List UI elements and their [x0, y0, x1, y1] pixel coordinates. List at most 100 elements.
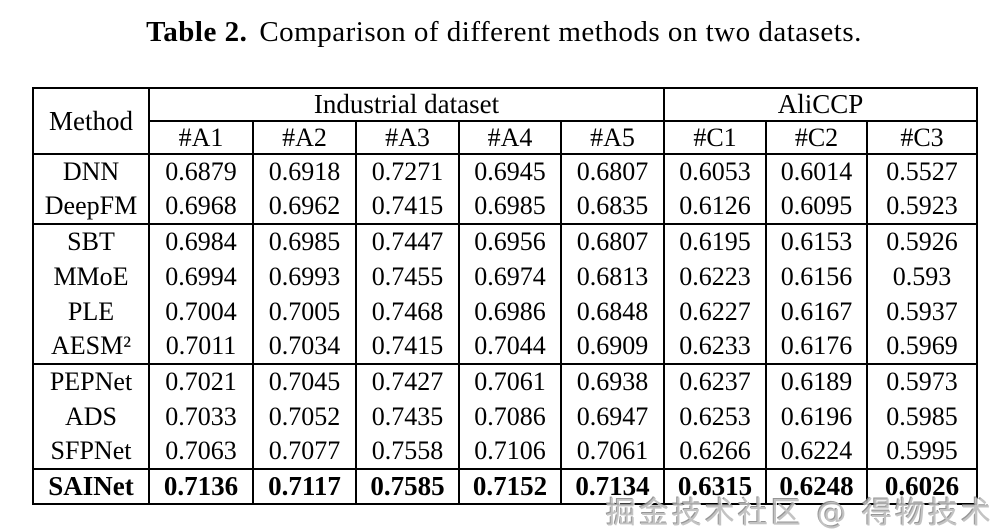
header-sub-row: #A1 #A2 #A3 #A4 #A5 #C1 #C2 #C3 — [33, 121, 978, 155]
value-cell: 0.6167 — [765, 294, 868, 329]
value-cell: 0.6909 — [560, 329, 665, 364]
value-cell: 0.6189 — [765, 363, 868, 399]
method-cell: AESM² — [32, 329, 150, 364]
column-header-c2: #C2 — [765, 121, 868, 155]
table-row: SFPNet 0.7063 0.7077 0.7558 0.7106 0.706… — [32, 434, 978, 469]
column-header-a5: #A5 — [560, 121, 665, 155]
value-cell: 0.7558 — [355, 434, 460, 469]
value-cell: 0.6994 — [148, 259, 254, 294]
table-row: PEPNet 0.7021 0.7045 0.7427 0.7061 0.693… — [32, 363, 978, 399]
value-cell: 0.5926 — [866, 223, 978, 259]
value-cell: 0.6233 — [663, 329, 767, 364]
method-cell: DeepFM — [32, 189, 150, 224]
value-cell: 0.6248 — [765, 468, 868, 504]
column-header-a4: #A4 — [458, 121, 562, 155]
method-cell: DNN — [32, 154, 150, 189]
value-cell: 0.6315 — [663, 468, 767, 504]
table-row: SBT 0.6984 0.6985 0.7447 0.6956 0.6807 0… — [32, 223, 978, 259]
value-cell: 0.7427 — [355, 363, 460, 399]
value-cell: 0.5973 — [866, 363, 978, 399]
method-cell: PEPNet — [32, 363, 150, 399]
table-row-best: SAINet 0.7136 0.7117 0.7585 0.7152 0.713… — [32, 468, 978, 504]
value-cell: 0.7005 — [252, 294, 357, 329]
value-cell: 0.6095 — [765, 189, 868, 224]
value-cell: 0.6176 — [765, 329, 868, 364]
value-cell: 0.6223 — [663, 259, 767, 294]
value-cell: 0.6974 — [458, 259, 562, 294]
table-row: DeepFM 0.6968 0.6962 0.7415 0.6985 0.683… — [32, 189, 978, 224]
table-row: MMoE 0.6994 0.6993 0.7455 0.6974 0.6813 … — [32, 259, 978, 294]
value-cell: 0.7106 — [458, 434, 562, 469]
value-cell: 0.6156 — [765, 259, 868, 294]
method-cell: SFPNet — [32, 434, 150, 469]
method-cell: MMoE — [32, 259, 150, 294]
value-cell: 0.6835 — [560, 189, 665, 224]
table-row: ADS 0.7033 0.7052 0.7435 0.7086 0.6947 0… — [32, 399, 978, 434]
table-row: AESM² 0.7011 0.7034 0.7415 0.7044 0.6909… — [32, 329, 978, 364]
value-cell: 0.7077 — [252, 434, 357, 469]
value-cell: 0.7063 — [148, 434, 254, 469]
value-cell: 0.7052 — [252, 399, 357, 434]
value-cell: 0.7117 — [252, 468, 357, 504]
value-cell: 0.5969 — [866, 329, 978, 364]
value-cell: 0.7455 — [355, 259, 460, 294]
value-cell: 0.6879 — [148, 154, 254, 189]
value-cell: 0.6266 — [663, 434, 767, 469]
table-caption: Table 2. Comparison of different methods … — [0, 16, 1008, 49]
method-cell: PLE — [32, 294, 150, 329]
method-cell: SBT — [32, 223, 150, 259]
table-row: DNN 0.6879 0.6918 0.7271 0.6945 0.6807 0… — [32, 154, 978, 189]
value-cell: 0.6984 — [148, 223, 254, 259]
watermark: 掘金技术社区 @ 得物技术 — [605, 496, 994, 531]
method-cell: SAINet — [32, 468, 150, 504]
value-cell: 0.6986 — [458, 294, 562, 329]
value-cell: 0.7033 — [148, 399, 254, 434]
value-cell: 0.7585 — [355, 468, 460, 504]
value-cell: 0.7447 — [355, 223, 460, 259]
value-cell: 0.7061 — [458, 363, 562, 399]
value-cell: 0.7034 — [252, 329, 357, 364]
value-cell: 0.6938 — [560, 363, 665, 399]
value-cell: 0.7044 — [458, 329, 562, 364]
value-cell: 0.6126 — [663, 189, 767, 224]
value-cell: 0.7435 — [355, 399, 460, 434]
value-cell: 0.593 — [866, 259, 978, 294]
value-cell: 0.6224 — [765, 434, 868, 469]
value-cell: 0.5985 — [866, 399, 978, 434]
comparison-table: Method Industrial dataset AliCCP #A1 #A2… — [32, 87, 978, 505]
value-cell: 0.6153 — [765, 223, 868, 259]
value-cell: 0.6947 — [560, 399, 665, 434]
column-header-a1: #A1 — [148, 121, 254, 155]
header-group-row: Method Industrial dataset AliCCP — [32, 88, 978, 155]
value-cell: 0.6053 — [663, 154, 767, 189]
value-cell: 0.7415 — [355, 189, 460, 224]
value-cell: 0.6962 — [252, 189, 357, 224]
column-header-c3: #C3 — [866, 121, 978, 155]
group-header-aliccp: AliCCP — [663, 88, 978, 122]
value-cell: 0.7021 — [148, 363, 254, 399]
method-cell: ADS — [32, 399, 150, 434]
table-caption-label: Table 2. — [146, 16, 248, 48]
value-cell: 0.6253 — [663, 399, 767, 434]
value-cell: 0.6813 — [560, 259, 665, 294]
value-cell: 0.7061 — [560, 434, 665, 469]
value-cell: 0.7415 — [355, 329, 460, 364]
value-cell: 0.6993 — [252, 259, 357, 294]
value-cell: 0.6968 — [148, 189, 254, 224]
value-cell: 0.7086 — [458, 399, 562, 434]
value-cell: 0.7152 — [458, 468, 562, 504]
value-cell: 0.5923 — [866, 189, 978, 224]
value-cell: 0.6985 — [252, 223, 357, 259]
table-caption-text: Comparison of different methods on two d… — [259, 16, 862, 48]
value-cell: 0.6848 — [560, 294, 665, 329]
value-cell: 0.6014 — [765, 154, 868, 189]
value-cell: 0.7134 — [560, 468, 665, 504]
value-cell: 0.6196 — [765, 399, 868, 434]
value-cell: 0.6985 — [458, 189, 562, 224]
value-cell: 0.6195 — [663, 223, 767, 259]
value-cell: 0.7468 — [355, 294, 460, 329]
value-cell: 0.6026 — [866, 468, 978, 504]
value-cell: 0.5527 — [866, 154, 978, 189]
column-header-c1: #C1 — [663, 121, 767, 155]
column-header-a2: #A2 — [252, 121, 357, 155]
